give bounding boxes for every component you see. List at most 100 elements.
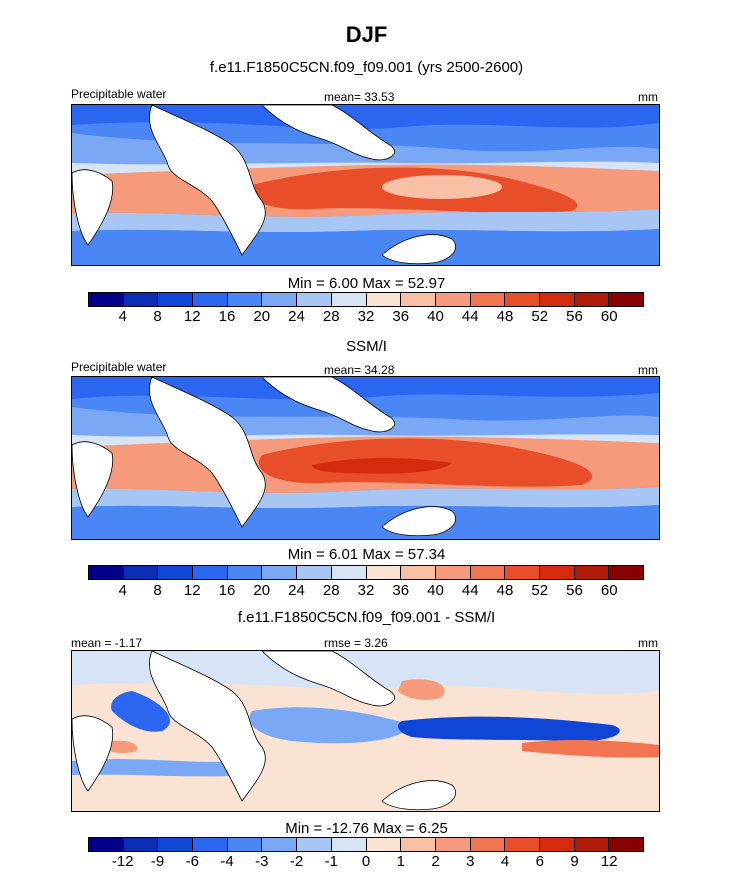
panel-2-colorbar	[88, 565, 644, 580]
panel-3-colorbar-segment	[435, 838, 471, 851]
panel-1-colorbar-tick-label: 52	[531, 308, 549, 325]
panel-3-colorbar-tick-label: 1	[396, 853, 405, 870]
panel-3-rmse-label: rmse = 3.26	[324, 636, 388, 650]
panel-2-variable-label: Precipitable water	[71, 360, 167, 374]
panel-1-colorbar-segment	[297, 293, 332, 306]
panel-1-minmax: Min = 6.00 Max = 52.97	[287, 275, 446, 292]
panel-2-colorbar-tick-label: 20	[253, 582, 271, 599]
panel-2-field	[72, 377, 659, 539]
panel-2-colorbar-tick-label: 24	[288, 582, 305, 599]
panel-1-colorbar-tick-label: 28	[322, 308, 340, 325]
panel-1-colorbar-tick-label: 48	[496, 308, 514, 325]
panel-2-colorbar-segment	[331, 566, 367, 579]
panel-3-colorbar-tick-label: 0	[361, 853, 371, 870]
panel-2-map	[71, 376, 660, 540]
panel-1-colorbar-tick-label: 32	[357, 308, 375, 325]
panel-2-colorbar-segment	[262, 566, 298, 579]
panel-2-colorbar-tick-label: 16	[218, 582, 236, 599]
panel-2-colorbar-tick-label: 44	[461, 582, 479, 599]
panel-3-colorbar-tick-label: 9	[570, 853, 579, 870]
panel-3-minmax: Min = -12.76 Max = 6.25	[285, 820, 448, 837]
panel-2-colorbar-tick-label: 12	[183, 582, 201, 599]
panel-1-colorbar-segment	[123, 293, 159, 306]
panel-3-colorbar-segment	[297, 838, 332, 851]
panel-3-colorbar-segment	[609, 838, 643, 851]
panel-2-colorbar-segment	[574, 566, 610, 579]
panel-1-colorbar-tick-label: 16	[218, 308, 236, 325]
panel-1-colorbar-segment	[401, 293, 436, 306]
panel-3-colorbar-tick-label: -2	[289, 853, 304, 870]
panel-2-colorbar-segment	[435, 566, 471, 579]
panel-2-colorbar-segment	[297, 566, 332, 579]
panel-3-map	[71, 650, 660, 812]
panel-3-colorbar-segment	[366, 838, 402, 851]
panel-3-colorbar-tick-label: -3	[255, 853, 269, 870]
panel-3-colorbar-segment	[574, 838, 610, 851]
panel-3-mean-label: mean = -1.17	[71, 636, 143, 650]
panel-2-mean-label: mean= 34.28	[324, 363, 395, 377]
panel-1-mean-label: mean= 33.53	[324, 90, 395, 104]
panel-3-colorbar-segment	[89, 838, 124, 851]
panel-2-colorbar-tick-label: 48	[496, 582, 514, 599]
panel-3-colorbar-ticks: -12 -9 -6 -4 -3 -2 -1 0 1 2 3 4 6 9 12	[0, 853, 733, 873]
panel-2-colorbar-segment	[123, 566, 159, 579]
panel-3-colorbar-tick-label: 6	[535, 853, 544, 870]
panel-1-colorbar-tick-label: 40	[427, 308, 444, 325]
panel-3-colorbar	[88, 837, 644, 852]
panel-2-colorbar-tick-label: 40	[427, 582, 444, 599]
panel-2-colorbar-tick-label: 52	[531, 582, 549, 599]
panel-3-colorbar-segment	[193, 838, 228, 851]
panel-1-colorbar-tick-label: 20	[253, 308, 271, 325]
panel-1-colorbar-segment	[193, 293, 228, 306]
panel-1-colorbar-segment	[574, 293, 610, 306]
panel-3-colorbar-tick-label: -6	[185, 853, 199, 870]
panel-3-colorbar-segment	[227, 838, 263, 851]
panel-3-units-label: mm	[638, 636, 658, 650]
panel-1-colorbar	[88, 292, 644, 307]
panel-1-colorbar-tick-label: 44	[461, 308, 479, 325]
panel-2-colorbar-segment	[401, 566, 436, 579]
panel-3-colorbar-segment	[123, 838, 159, 851]
panel-1-colorbar-segment	[331, 293, 367, 306]
panel-3-field	[72, 651, 659, 811]
panel-2-colorbar-segment	[89, 566, 124, 579]
panel-2-colorbar-tick-label: 36	[392, 582, 410, 599]
panel-3-colorbar-tick-label: -9	[150, 853, 165, 870]
panel-3-colorbar-segment	[262, 838, 298, 851]
panel-3-colorbar-tick-label: 4	[500, 853, 510, 870]
panel-2-colorbar-tick-label: 4	[118, 582, 127, 599]
panel-3-colorbar-segment	[158, 838, 194, 851]
panel-1-colorbar-segment	[470, 293, 506, 306]
panel-2-minmax: Min = 6.01 Max = 57.34	[287, 546, 446, 563]
panel-2-colorbar-segment	[505, 566, 540, 579]
panel-1-colorbar-segment	[262, 293, 298, 306]
panel-1-colorbar-tick-label: 12	[183, 308, 201, 325]
panel-2-colorbar-tick-label: 56	[566, 582, 583, 599]
panel-3-colorbar-segment	[470, 838, 506, 851]
panel-1-colorbar-tick-label: 24	[288, 308, 305, 325]
panel-3-colorbar-segment	[401, 838, 436, 851]
panel-1-variable-label: Precipitable water	[71, 87, 167, 101]
panel-2-colorbar-ticks: 4 8 12 16 20 24 28 32 36 40 44 48 52 56 60	[0, 582, 733, 602]
panel-1-map	[71, 104, 660, 266]
panel-3-colorbar-tick-label: -12	[111, 853, 134, 870]
panel-2-colorbar-tick-label: 8	[153, 582, 162, 599]
panel-3-colorbar-tick-label: 3	[466, 853, 475, 870]
panel-2-colorbar-segment	[609, 566, 643, 579]
figure-title: DJF	[345, 22, 388, 47]
panel-1-units-label: mm	[638, 90, 658, 104]
panel-1-colorbar-tick-label: 8	[153, 308, 162, 325]
panel-1-colorbar-ticks: 4 8 12 16 20 24 28 32 36 40 44 48 52 56 60	[0, 308, 733, 328]
panel-3-subtitle: f.e11.F1850C5CN.f09_f09.001 - SSM/I	[237, 609, 496, 626]
panel-1-subtitle: f.e11.F1850C5CN.f09_f09.001 (yrs 2500-26…	[209, 59, 524, 76]
panel-2-colorbar-tick-label: 28	[322, 582, 340, 599]
panel-1-colorbar-segment	[366, 293, 402, 306]
panel-3-colorbar-segment	[505, 838, 540, 851]
panel-3-colorbar-segment	[331, 838, 367, 851]
panel-3-colorbar-segment	[539, 838, 575, 851]
panel-2-subtitle: SSM/I	[346, 338, 387, 355]
panel-1-colorbar-segment	[227, 293, 263, 306]
panel-3-colorbar-tick-label: -1	[324, 853, 338, 870]
panel-1-colorbar-segment	[609, 293, 643, 306]
panel-2-colorbar-segment	[539, 566, 575, 579]
